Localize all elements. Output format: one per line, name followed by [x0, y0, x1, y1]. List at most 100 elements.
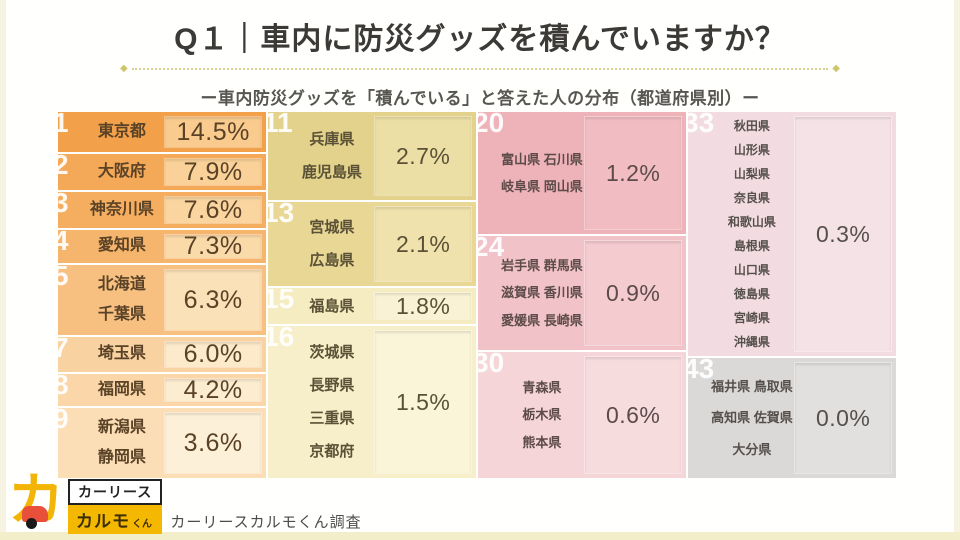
logo-service-label: カーリース — [68, 479, 163, 505]
value-box: 0.9% — [585, 241, 681, 345]
prefecture-name-line: 福岡県 — [97, 380, 146, 398]
ranking-block-rank-24: 24 岩手県 群馬県 滋賀県 香川県 愛媛県 長崎県 0.9% — [478, 236, 686, 350]
value-box: 7.3% — [165, 232, 261, 260]
ranking-block-rank-4: 4 愛知県 7.3% — [58, 230, 266, 263]
value-label: 4.2% — [183, 375, 243, 404]
prefecture-names: 神奈川県 — [72, 196, 172, 224]
value-label: 0.9% — [605, 279, 661, 306]
ranking-block-rank-9: 9 新潟県 静岡県 3.6% — [58, 408, 266, 478]
prefecture-name-line: 大阪府 — [97, 162, 146, 180]
value-label: 2.7% — [395, 142, 451, 169]
prefecture-names: 愛知県 — [72, 234, 172, 259]
value-label: 3.6% — [183, 428, 243, 457]
prefecture-names: 埼玉県 — [72, 341, 172, 368]
footer: カ カーリース カルモ くん カーリースカルモくん調査 — [8, 472, 362, 534]
prefecture-name-line: 岐阜県 岡山県 — [501, 179, 583, 194]
ranking-block-rank-15: 15 福島県 1.8% — [268, 288, 476, 324]
prefecture-name-line: 三重県 — [309, 410, 355, 427]
value-box: 14.5% — [165, 117, 261, 147]
rank-number: 5 — [58, 265, 69, 291]
prefecture-name-line: 山形県 — [733, 143, 770, 157]
ranking-block-rank-13: 13 宮城県 広島県 2.1% — [268, 202, 476, 286]
ranking-block-rank-8: 8 福岡県 4.2% — [58, 374, 266, 406]
prefecture-names: 青森県 栃木県 熊本県 — [492, 356, 592, 474]
prefecture-name-line: 宮崎県 — [733, 311, 770, 325]
rank-number: 24 — [478, 236, 505, 262]
prefecture-name-line: 北海道 — [97, 275, 146, 293]
logo-brand-suffix: くん — [132, 519, 152, 530]
ranking-block-rank-16: 16 茨城県 長野県 三重県 京都府 1.5% — [268, 326, 476, 478]
prefecture-name-line: 大分県 — [732, 441, 772, 457]
prefecture-name-line: 高知県 佐賀県 — [711, 410, 793, 426]
page-edge-right — [954, 0, 960, 540]
value-box: 2.1% — [375, 207, 471, 281]
prefecture-name-line: 熊本県 — [522, 434, 562, 450]
rank-number: 33 — [688, 112, 715, 138]
rank-number: 43 — [688, 358, 715, 384]
prefecture-name-line: 新潟県 — [97, 418, 146, 436]
prefecture-names: 岩手県 群馬県 滋賀県 香川県 愛媛県 長崎県 — [492, 240, 592, 346]
value-label: 1.2% — [605, 159, 661, 186]
prefecture-name-line: 島根県 — [733, 239, 770, 253]
value-label: 1.8% — [395, 292, 451, 319]
rank-number: 16 — [268, 326, 295, 352]
ranking-column-4: 33 秋田県 山形県 山梨県 奈良県 和歌山県 島根県 山口県 徳島県 宮崎県 沖縄県 0.3% 43 福… — [688, 112, 896, 478]
divider-ornament-left-icon: ◆ — [120, 63, 128, 74]
prefecture-name-line: 広島県 — [309, 252, 355, 269]
prefecture-names: 東京都 — [72, 116, 172, 148]
value-box: 4.2% — [165, 376, 261, 404]
prefecture-name-line: 千葉県 — [97, 306, 146, 323]
value-box: 0.3% — [795, 117, 891, 351]
prefecture-name-line: 富山県 石川県 — [501, 151, 583, 167]
prefecture-name-line: 鹿児島県 — [301, 164, 362, 181]
value-label: 0.3% — [815, 220, 871, 247]
ranking-block-rank-43: 43 福井県 鳥取県 高知県 佐賀県 大分県 0.0% — [688, 358, 896, 478]
rank-number: 15 — [268, 288, 295, 314]
prefecture-names: 茨城県 長野県 三重県 京都府 — [282, 330, 382, 474]
prefecture-name-line: 奈良県 — [733, 191, 770, 205]
chart-subtitle: ー車内防災グッズを「積んでいる」と答えた人の分布（都道府県別）ー — [200, 89, 760, 108]
value-box: 1.5% — [375, 331, 471, 473]
ranking-block-rank-5: 5 北海道 千葉県 6.3% — [58, 265, 266, 335]
prefecture-name-line: 京都府 — [309, 443, 355, 460]
value-box: 2.7% — [375, 117, 471, 195]
prefecture-name-line: 宮城県 — [309, 219, 355, 236]
rank-number: 11 — [268, 112, 293, 138]
prefecture-names: 大阪府 — [72, 158, 172, 186]
prefecture-name-line: 和歌山県 — [727, 215, 776, 229]
rank-number: 1 — [58, 112, 69, 138]
value-box: 1.8% — [375, 293, 471, 319]
footer-source-text: カーリースカルモくん調査 — [170, 514, 362, 531]
prefecture-name-line: 岩手県 群馬県 — [501, 258, 583, 274]
ranking-block-rank-33: 33 秋田県 山形県 山梨県 奈良県 和歌山県 島根県 山口県 徳島県 宮崎県 沖縄県 0.3% — [688, 112, 896, 356]
prefecture-name-line: 滋賀県 香川県 — [501, 285, 583, 301]
logo-brand-name: カルモ — [76, 512, 130, 531]
prefecture-names: 宮城県 広島県 — [282, 206, 382, 282]
prefecture-names: 福岡県 — [72, 378, 172, 402]
value-box: 7.6% — [165, 196, 261, 224]
prefecture-names: 福島県 — [282, 292, 382, 320]
prefecture-name-line: 愛知県 — [97, 237, 146, 255]
value-label: 6.3% — [183, 285, 243, 314]
rank-number: 8 — [58, 374, 69, 400]
value-box: 7.9% — [165, 158, 261, 186]
prefecture-name-line: 埼玉県 — [97, 345, 146, 363]
page-edge-bottom — [0, 532, 960, 540]
ranking-block-rank-20: 20 富山県 石川県 岐阜県 岡山県 1.2% — [478, 112, 686, 234]
karmo-logo-icon: カ — [8, 472, 66, 534]
value-label: 2.1% — [395, 230, 451, 257]
divider-dotted-line — [131, 68, 829, 70]
ranking-block-rank-7: 7 埼玉県 6.0% — [58, 337, 266, 372]
prefecture-name-line: 秋田県 — [733, 119, 770, 133]
ranking-column-1: 1 東京都 14.5% 2 大阪府 7.9% 3 神奈川県 7.6% 4 愛知県 7.3% 5 北海道 千葉… — [58, 112, 266, 478]
value-label: 1.5% — [395, 388, 451, 415]
prefecture-names: 新潟県 静岡県 — [72, 412, 172, 474]
rank-number: 13 — [268, 202, 295, 228]
prefecture-names: 兵庫県 鹿児島県 — [282, 116, 382, 196]
value-label: 14.5% — [176, 117, 250, 146]
prefecture-names: 北海道 千葉県 — [72, 269, 172, 331]
value-box: 1.2% — [585, 117, 681, 229]
ranking-block-rank-11: 11 兵庫県 鹿児島県 2.7% — [268, 112, 476, 200]
rank-number: 20 — [478, 112, 505, 138]
ranking-block-rank-2: 2 大阪府 7.9% — [58, 154, 266, 190]
